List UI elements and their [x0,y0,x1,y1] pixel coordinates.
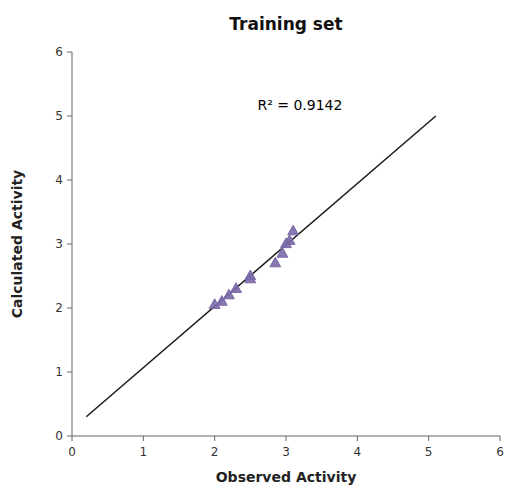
y-tick-label: 2 [55,301,63,315]
annotation: R² = 0.9142 [257,97,342,113]
scatter-point [231,283,242,293]
y-tick-label: 3 [55,237,63,251]
y-tick-label: 4 [55,173,63,187]
y-tick-label: 6 [55,45,63,59]
x-tick-label: 2 [211,445,219,459]
y-tick-label: 0 [55,429,63,443]
x-tick [500,436,501,441]
y-axis-label: Calculated Activity [9,170,25,318]
scatter-point [288,225,299,235]
title: Training set [229,14,342,34]
y-tick [67,372,72,373]
x-tick [72,436,73,441]
x-tick [428,436,429,441]
x-tick-label: 6 [496,445,504,459]
x-tick [357,436,358,441]
scatter-point [245,270,256,280]
x-tick-label: 4 [354,445,362,459]
y-tick [67,308,72,309]
x-tick-label: 0 [68,445,76,459]
x-tick [143,436,144,441]
x-tick [286,436,287,441]
x-tick-label: 5 [425,445,433,459]
scatter-point [277,248,288,258]
axes: 0 1 2 3 4 5 6 0 1 2 3 4 5 6 [55,45,503,459]
y-tick [67,436,72,437]
y-tick [67,244,72,245]
x-axis-label: Observed Activity [216,469,357,485]
x-tick-label: 3 [282,445,290,459]
y-tick [67,52,72,53]
y-tick-label: 1 [55,365,63,379]
x-tick-label: 1 [140,445,148,459]
y-tick [67,116,72,117]
chart-container: 0 1 2 3 4 5 6 0 1 2 3 4 5 6 R² = 0.9142 Training set Obs… [0,0,524,498]
y-tick-label: 5 [55,109,63,123]
plot-area [86,116,436,417]
chart: 0 1 2 3 4 5 6 0 1 2 3 4 5 6 R² = 0.9142 Training set Obs… [0,0,524,498]
line [86,116,436,417]
scatter-point [284,235,295,245]
y-tick [67,180,72,181]
x-tick [214,436,215,441]
scatter-point [270,257,281,267]
